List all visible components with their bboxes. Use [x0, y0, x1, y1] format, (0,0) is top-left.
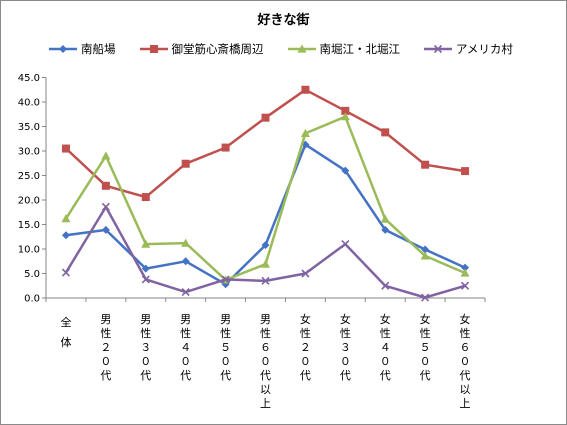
chart-title: 好きな街	[257, 13, 310, 28]
data-point	[461, 167, 470, 176]
data-point	[181, 257, 190, 266]
legend-swatch	[287, 44, 316, 53]
data-point	[181, 159, 190, 168]
y-tick-label: 30.0	[18, 147, 40, 158]
legend-swatch-marker	[59, 45, 67, 53]
data-point	[101, 151, 111, 160]
series-line	[64, 115, 466, 282]
y-tick-label: 20.0	[18, 196, 40, 207]
y-tick-label: 35.0	[18, 122, 40, 133]
x-tick-label: 男性２０代	[100, 313, 112, 382]
data-point	[141, 275, 150, 284]
data-point	[141, 193, 150, 202]
x-tick-label: 女性６０代以上	[459, 313, 471, 410]
legend-item-3: 南堀江・北堀江	[287, 41, 401, 57]
legend-label: 南船場	[81, 42, 116, 56]
data-point	[341, 106, 350, 115]
legend: 南船場 御堂筋心斎橋周辺 南堀江・北堀江 アメリカ村	[48, 41, 536, 57]
legend-swatch-marker	[297, 44, 306, 53]
y-tick-label: 40.0	[18, 98, 40, 109]
data-point	[340, 112, 350, 121]
legend-swatch	[49, 45, 77, 53]
data-point	[461, 263, 470, 272]
data-point	[181, 238, 191, 247]
x-tick-label: 男性３０代	[140, 313, 152, 382]
x-tick-label: 全体	[60, 316, 72, 349]
data-point	[61, 144, 70, 153]
series-2	[61, 85, 470, 202]
y-tick-label: 45.0	[18, 73, 40, 84]
legend-swatch	[139, 45, 168, 53]
data-point	[300, 128, 310, 137]
legend-swatch	[424, 44, 452, 54]
y-tick-label: 15.0	[18, 220, 40, 231]
data-point	[181, 288, 190, 297]
legend-swatch-marker	[433, 44, 443, 54]
legend-item-2: 御堂筋心斎橋周辺	[139, 41, 264, 57]
data-point	[61, 231, 70, 240]
series-4	[61, 202, 470, 302]
x-tick-label: 男性４０代	[180, 313, 192, 382]
data-point	[101, 225, 110, 234]
y-tick-label: 5.0	[24, 269, 40, 280]
data-point	[421, 160, 430, 169]
legend-label: 御堂筋心斎橋周辺	[171, 42, 264, 56]
data-point	[141, 239, 151, 248]
data-point	[301, 269, 310, 278]
data-point	[381, 225, 390, 234]
legend-item-1: 南船場	[48, 41, 116, 57]
x-tick-label: 女性３０代	[339, 313, 351, 382]
data-point	[101, 181, 110, 190]
legend-label: アメリカ村	[456, 42, 513, 56]
legend-item-4: アメリカ村	[423, 41, 513, 57]
data-point	[421, 293, 430, 302]
data-point	[341, 240, 350, 249]
data-point	[101, 202, 110, 211]
x-tick-label: 女性２０代	[299, 313, 311, 382]
data-point	[421, 245, 430, 254]
legend-label: 南堀江・北堀江	[319, 42, 401, 56]
data-point	[380, 214, 390, 223]
legend-swatch-marker	[149, 45, 158, 53]
data-point	[221, 275, 230, 284]
x-tick-label: 女性５０代	[419, 313, 431, 382]
y-tick-label: 0.0	[24, 294, 40, 305]
y-tick-label: 25.0	[18, 171, 40, 182]
series-line	[64, 205, 466, 299]
data-point	[261, 113, 270, 122]
data-point	[261, 259, 270, 268]
data-point	[381, 281, 390, 290]
data-point	[221, 143, 230, 152]
data-point	[460, 281, 470, 290]
data-point	[420, 251, 430, 260]
data-point	[301, 85, 310, 94]
x-tick-label: 男性５０代	[220, 313, 232, 382]
data-point	[61, 268, 71, 277]
series-line	[65, 88, 466, 199]
y-tick-label: 10.0	[18, 245, 40, 256]
x-tick-label: 女性４０代	[379, 313, 391, 382]
data-point	[460, 268, 470, 277]
data-point	[341, 166, 350, 175]
data-point	[261, 241, 270, 250]
data-point	[381, 128, 390, 137]
data-point	[141, 264, 150, 273]
data-point	[261, 276, 270, 285]
x-tick-label: 男性６０代以上	[260, 313, 271, 410]
series-3	[61, 112, 470, 284]
data-point	[61, 214, 71, 223]
